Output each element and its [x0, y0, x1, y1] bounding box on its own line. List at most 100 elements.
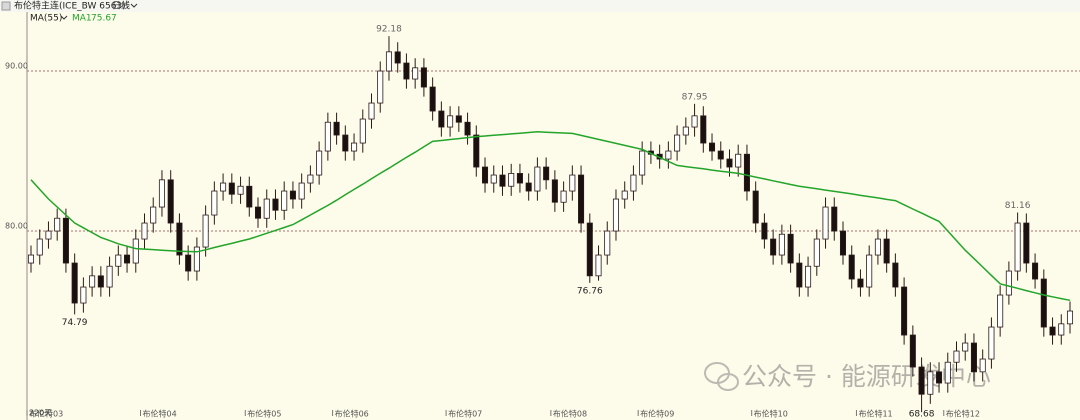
candle-body [307, 174, 314, 184]
candle-body [1049, 326, 1056, 336]
candle-body [71, 262, 78, 304]
candle-body [62, 217, 69, 264]
candle-body [953, 350, 960, 363]
period[interactable]: 日线 [112, 0, 130, 12]
x-tick-label: 布伦特11 [858, 409, 892, 419]
candle-body [813, 238, 820, 267]
candle-body [944, 361, 951, 384]
candle-body [54, 217, 61, 232]
candle-body [595, 254, 602, 277]
candle-body [80, 286, 87, 304]
candle-body [281, 190, 288, 211]
candle-body [254, 206, 262, 219]
candle-body [569, 174, 576, 192]
candle-body [1040, 278, 1047, 328]
candle-body [27, 254, 35, 264]
extreme-label: 92.18 [376, 25, 402, 35]
candle-body [578, 174, 585, 224]
extreme-label: 74.79 [62, 318, 88, 328]
watermark-icon [704, 362, 730, 384]
x-tick-label: 布伦特09 [640, 409, 674, 419]
candle-body [534, 166, 541, 192]
candle-body [316, 150, 323, 176]
x-tick-label: 布伦特10 [754, 409, 788, 419]
candle-body [612, 198, 620, 232]
candle-body [901, 286, 908, 336]
candle-body [97, 275, 104, 288]
candle-body [351, 142, 358, 152]
candle-body [106, 265, 113, 288]
candle-body [909, 334, 916, 368]
indicator[interactable]: MA(55) [30, 14, 62, 24]
candle-body [822, 206, 829, 240]
x-tick-label: 布伦特07 [448, 409, 482, 419]
extreme-label: 87.95 [682, 92, 708, 102]
candle-body [220, 182, 227, 192]
plot: 90.00 80.00 布伦特03 布伦特04 布伦特05 布伦特06 布伦特07 布伦特08… [5, 25, 1080, 420]
candle-body [359, 118, 366, 144]
candle-body [176, 222, 183, 256]
candle-body [770, 238, 777, 256]
candle-body [473, 134, 480, 168]
extreme-label: 81.16 [1005, 201, 1031, 211]
candle-body [892, 262, 899, 288]
period-caret[interactable] [130, 3, 138, 8]
candle-body [726, 158, 733, 168]
candle-body [324, 121, 331, 152]
candle-body [988, 326, 995, 360]
ma-value: 75.67 [91, 14, 117, 24]
y-tick-label: 90.00 [5, 62, 28, 71]
candle-body [211, 190, 218, 216]
candle-body [761, 222, 768, 240]
candle-body [970, 342, 977, 373]
candle-body [377, 70, 384, 104]
candle-body [89, 275, 96, 288]
candle-body [508, 173, 515, 187]
candle-body [464, 121, 471, 136]
candle-body [429, 86, 436, 112]
candle-body [743, 153, 750, 192]
candle-body [115, 254, 122, 267]
chart-title: 布伦特主连(ICE_BW 6563) [14, 0, 126, 12]
watermark-icon [717, 373, 739, 391]
candle-body [560, 190, 567, 203]
candle-body [263, 198, 270, 219]
candle-body [717, 150, 724, 160]
candle-body [979, 358, 986, 373]
candle-body [1032, 262, 1039, 280]
extreme-label: 76.76 [577, 286, 603, 296]
candle-body [543, 166, 550, 181]
candle-body [1005, 270, 1012, 296]
candle-body [141, 222, 148, 240]
candle-body [918, 366, 925, 395]
candle-body [936, 371, 943, 384]
candle-body [228, 182, 235, 195]
candle-body [45, 230, 52, 240]
candle-body [586, 222, 593, 277]
candle-body [796, 262, 803, 288]
candle-body [499, 174, 506, 187]
candle-body [874, 238, 881, 256]
candle-body [438, 110, 445, 128]
ma-line [30, 131, 1071, 302]
toolbar-icon[interactable] [1, 1, 11, 11]
candle-body [385, 51, 392, 72]
indicator-caret[interactable] [60, 15, 68, 20]
candle-body [447, 115, 454, 128]
extreme-label: 68.68 [909, 410, 935, 420]
candle-body [342, 134, 349, 152]
ma-name: MA1 [72, 14, 92, 24]
candle-body [752, 190, 759, 224]
candle-body [202, 214, 209, 248]
candle-body [778, 233, 785, 256]
candle-body [193, 246, 200, 272]
candle-body [604, 230, 611, 256]
watermark-text: 公众号 · 能源研发中心 [742, 362, 991, 391]
candle-body [481, 166, 489, 184]
candle-body [132, 238, 139, 264]
candle-body [691, 115, 698, 128]
x-tick-label: 布伦特03 [29, 409, 63, 419]
days-label: 220天 [29, 409, 52, 418]
candle-body [831, 206, 838, 232]
